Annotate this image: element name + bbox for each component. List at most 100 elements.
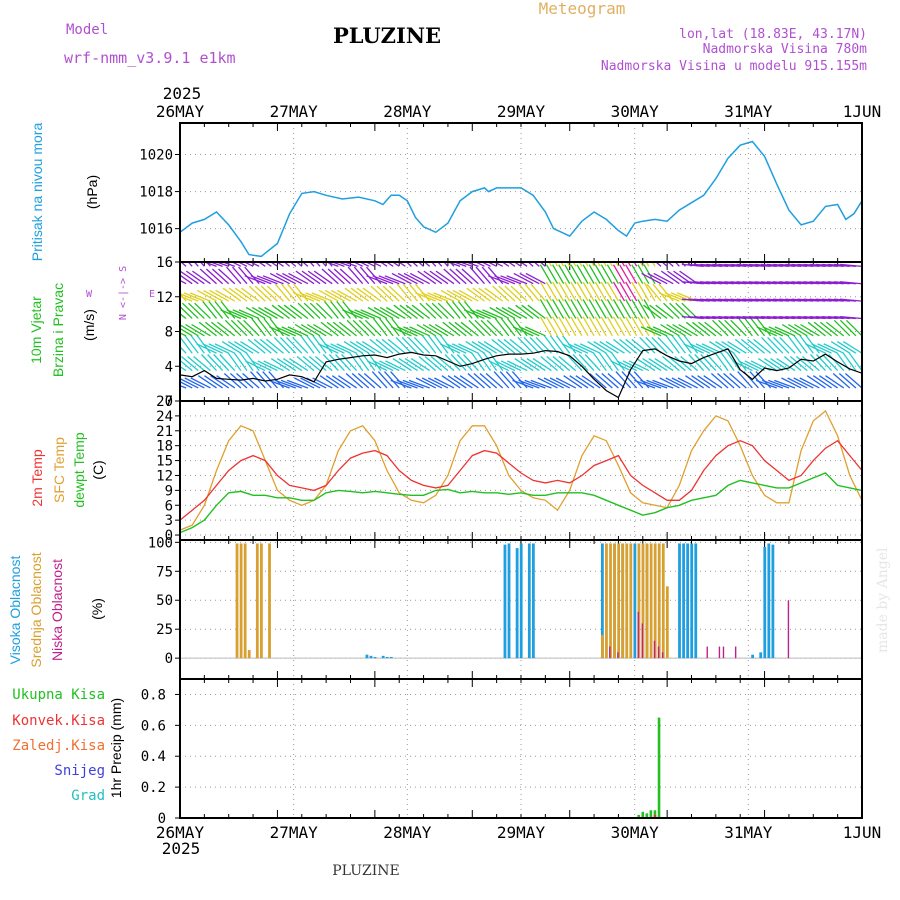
wind-barb xyxy=(355,341,376,354)
wind-barb xyxy=(373,360,394,372)
wind-barb xyxy=(417,270,437,285)
wind-barb xyxy=(301,270,321,285)
wind-barb xyxy=(548,262,553,267)
wind-barb xyxy=(321,262,327,267)
wind-barb xyxy=(723,373,741,389)
wind-barb xyxy=(395,336,412,354)
wind-barb xyxy=(307,270,327,285)
wind-barb xyxy=(277,304,297,319)
wind-barb xyxy=(612,316,626,337)
wind-barb xyxy=(216,375,236,389)
wind-barb xyxy=(668,356,686,372)
wind-barb xyxy=(274,379,296,389)
wind-barb xyxy=(391,272,412,285)
wind-barb xyxy=(637,299,650,319)
wind-barb xyxy=(817,343,838,354)
wind-barb xyxy=(678,323,698,337)
wind-barb xyxy=(823,343,845,354)
wind-barb xyxy=(437,262,443,267)
wind-barb xyxy=(540,356,558,372)
wind-barb xyxy=(625,281,638,302)
cloud-ytick-label: 0 xyxy=(165,651,173,667)
pressure-panel: 1016 1018 1020 xyxy=(139,122,863,263)
wind-barb xyxy=(180,295,193,302)
legend-conv-rain: Konvek.Kisa xyxy=(12,713,105,729)
legend-total-rain: Ukupna Kisa xyxy=(12,687,105,703)
wind-barb xyxy=(594,299,607,319)
wind-barb xyxy=(448,321,467,337)
wind-barb xyxy=(641,272,662,285)
wind-barb xyxy=(364,262,376,267)
wind-barb xyxy=(338,375,357,389)
wind-barb xyxy=(500,318,516,337)
cloud-low-bar xyxy=(734,646,737,659)
wind-barb xyxy=(180,274,193,285)
wind-barb xyxy=(244,275,266,285)
legend-snow: Snijeg xyxy=(54,763,105,779)
wind-barb xyxy=(482,309,503,320)
wind-barb xyxy=(480,262,491,267)
wind-barb xyxy=(521,304,540,319)
wind-barb xyxy=(539,281,553,302)
wind-ytick-label: 4 xyxy=(165,359,173,375)
wind-barb xyxy=(524,379,546,389)
wind-barb xyxy=(517,336,534,354)
wind-barb xyxy=(582,316,595,337)
cloud-low-bar xyxy=(617,652,619,659)
wind-barb xyxy=(322,354,339,372)
cloud-high-bar xyxy=(527,543,531,659)
wind-barb xyxy=(666,323,686,337)
wind-barb xyxy=(188,302,205,319)
wind-barb xyxy=(275,283,291,302)
wind-barb xyxy=(251,306,272,320)
wind-barb xyxy=(819,375,839,389)
cloud-low-bar xyxy=(641,623,643,659)
wind-barb xyxy=(264,306,284,320)
wind-barb xyxy=(190,377,211,389)
wind-barb xyxy=(543,377,564,389)
wind-barb xyxy=(579,343,601,354)
wind-barb xyxy=(494,360,516,372)
wind-barb xyxy=(392,358,412,372)
wind-barb xyxy=(211,268,230,285)
x-tick-labels-bottom: 26MAY 27MAY 28MAY 29MAY 30MAY 31MAY 1JUN xyxy=(156,823,881,842)
compass-e: E xyxy=(149,289,155,300)
wind-barb xyxy=(273,336,291,354)
wind-barb xyxy=(652,283,668,302)
wind-barb xyxy=(324,289,345,302)
legend-frozen-rain: Zaledj.Kisa xyxy=(12,738,105,754)
wind-barb xyxy=(621,262,626,267)
wind-barb xyxy=(646,283,662,302)
wind-barb xyxy=(376,285,394,302)
wind-barb xyxy=(328,354,345,372)
wind-ytick-label: 12 xyxy=(156,290,173,306)
wind-barb xyxy=(234,341,254,354)
wind-barb xyxy=(411,304,431,319)
cloud-low-bar xyxy=(653,640,656,659)
wind-barb xyxy=(660,270,680,285)
pressure-ytick-label: 1016 xyxy=(139,222,173,238)
wind-barb xyxy=(425,302,443,319)
wind-barb xyxy=(289,262,297,267)
wind-barb xyxy=(660,323,680,337)
temperature-ytick-label: 27 xyxy=(156,394,173,410)
wind-barb xyxy=(672,323,692,337)
wind-barb xyxy=(390,379,412,389)
wind-barb xyxy=(209,289,230,302)
wind-barb xyxy=(369,338,388,354)
cloud-high-bar xyxy=(682,543,685,659)
wind-barb xyxy=(355,352,370,371)
wind-barb xyxy=(645,262,650,267)
wind-barb xyxy=(238,309,260,320)
wind-barb xyxy=(647,272,668,285)
wind-barb xyxy=(671,335,686,354)
wind-barb xyxy=(275,262,284,267)
wind-barb xyxy=(442,321,461,337)
cloud-low-bar xyxy=(637,611,639,659)
wind-barb xyxy=(627,262,632,267)
wind-barb xyxy=(653,272,674,285)
year-top: 2025 xyxy=(163,84,202,103)
wind-barb xyxy=(525,326,546,337)
wind-barb xyxy=(744,360,765,372)
year-bottom: 2025 xyxy=(162,839,201,858)
